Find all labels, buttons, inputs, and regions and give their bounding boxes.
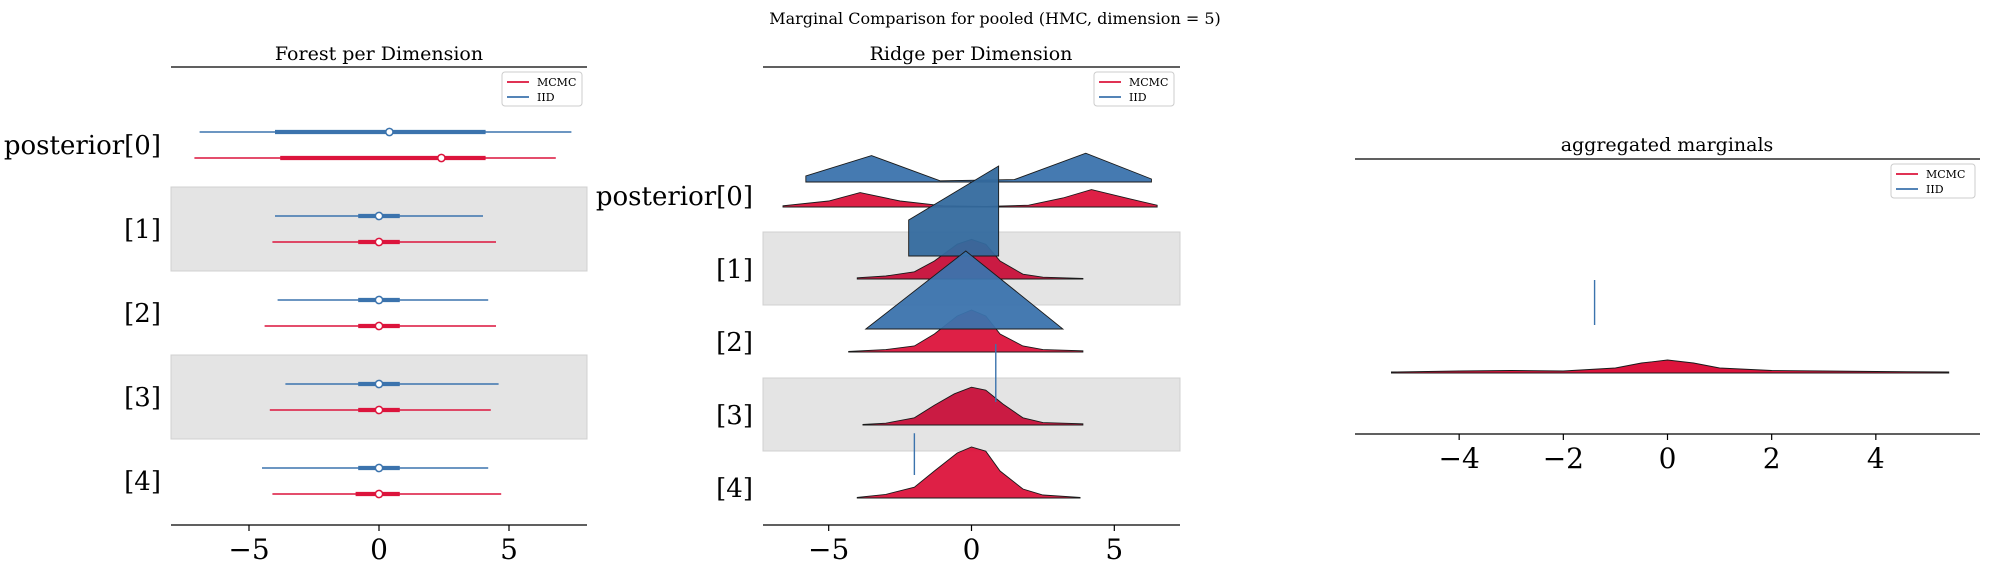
ridge-density [862, 386, 1084, 426]
row-bands [170, 186, 588, 440]
median-point [374, 405, 384, 415]
ridge-density [856, 446, 1081, 499]
row-label: [3] [124, 383, 161, 413]
x-tick-label: 5 [1105, 533, 1123, 566]
x-tick-label: −2 [1543, 442, 1584, 475]
legend: MCMC IID [1890, 163, 1976, 199]
row-label: [2] [124, 299, 161, 329]
median-point [374, 211, 384, 221]
row-label: posterior[0] [4, 131, 161, 161]
x-tick-label: 5 [500, 533, 518, 566]
row-label: posterior[0] [596, 182, 753, 212]
row-label: [1] [124, 215, 161, 245]
x-tick-label: −5 [228, 533, 269, 566]
panel-aggregated: aggregated marginals −4 −2 0 2 4 MCMC IID [1355, 134, 1980, 475]
forest-marks [194, 127, 572, 499]
ridge-marks [782, 152, 1158, 499]
row-band [170, 186, 588, 272]
legend-label-mcmc: MCMC [1926, 168, 1965, 181]
row-label: [3] [716, 401, 753, 431]
x-tick-label: 0 [370, 533, 388, 566]
panel-title: aggregated marginals [1561, 134, 1774, 156]
legend-label-mcmc: MCMC [1129, 76, 1168, 89]
panel-ridge: Ridge per Dimension posterior[0] [1] [2]… [596, 43, 1181, 566]
ridge-density [864, 250, 1065, 330]
x-tick-label: 0 [963, 533, 981, 566]
median-point [385, 127, 394, 137]
row-label: [1] [716, 255, 753, 285]
legend: MCMC IID [501, 71, 583, 107]
row-label: [4] [716, 474, 753, 504]
legend: MCMC IID [1093, 71, 1175, 107]
x-tick-label: −4 [1439, 442, 1480, 475]
legend-label-mcmc: MCMC [537, 76, 576, 89]
x-axis: −5 0 5 [808, 525, 1123, 566]
legend-label-iid: IID [537, 91, 555, 104]
x-tick-label: 0 [1659, 442, 1677, 475]
figure-suptitle: Marginal Comparison for pooled (HMC, dim… [769, 9, 1221, 28]
median-point [374, 237, 384, 247]
median-point [374, 321, 384, 331]
panel-title: Forest per Dimension [275, 43, 483, 65]
x-tick-label: −5 [808, 533, 849, 566]
median-point [374, 379, 384, 389]
legend-label-iid: IID [1129, 91, 1147, 104]
row-label: [4] [124, 467, 161, 497]
median-point [374, 295, 384, 305]
ridge-density [782, 189, 1158, 208]
x-tick-label: 4 [1867, 442, 1885, 475]
x-tick-label: 2 [1763, 442, 1781, 475]
ridge-density [805, 152, 1152, 183]
row-bands [762, 231, 1181, 452]
row-label: [2] [716, 328, 753, 358]
row-band [170, 354, 588, 440]
x-axis: −4 −2 0 2 4 [1439, 434, 1885, 475]
legend-label-iid: IID [1926, 183, 1944, 196]
aggregated-mcmc-density [1391, 359, 1950, 374]
median-point [374, 489, 384, 499]
x-axis: −5 0 5 [228, 525, 518, 566]
panel-forest: Forest per Dimension posterior[0] [1] [2… [4, 43, 588, 566]
median-point [437, 153, 446, 163]
panel-title: Ridge per Dimension [870, 43, 1073, 65]
median-point [374, 463, 384, 473]
aggregated-marks [1391, 280, 1950, 374]
